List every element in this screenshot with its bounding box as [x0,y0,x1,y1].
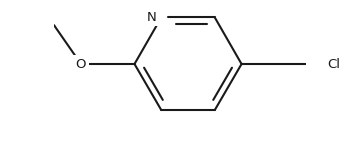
Text: Cl: Cl [327,58,340,70]
Text: N: N [147,11,157,24]
Text: O: O [76,58,86,70]
